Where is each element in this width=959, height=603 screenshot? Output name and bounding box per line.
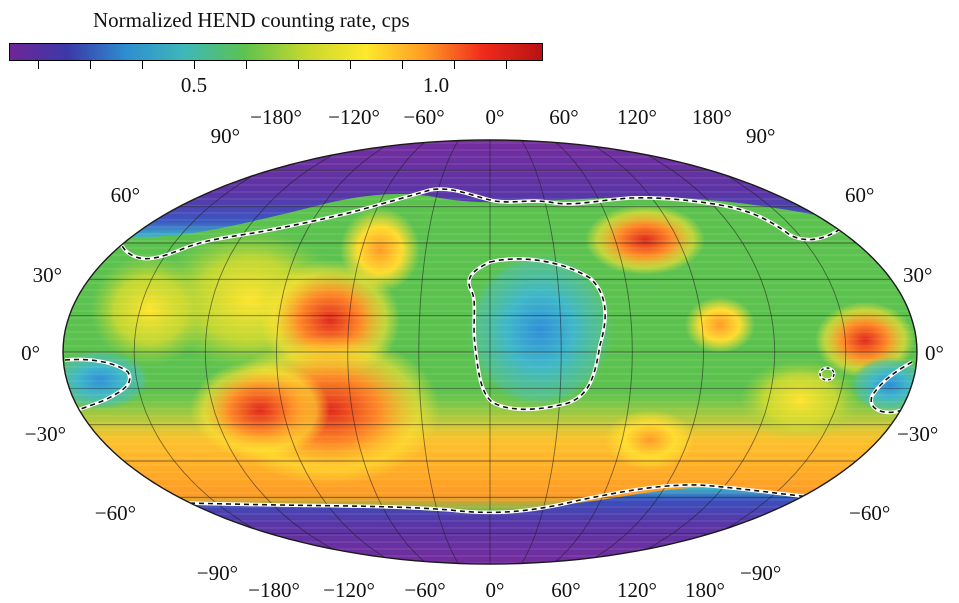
hot-spot-west-south <box>190 360 330 460</box>
colorbar-title: Normalized HEND counting rate, cps <box>93 8 410 32</box>
west-low-region <box>63 350 150 410</box>
lon-label-bottom: 180° <box>685 578 725 602</box>
meridian-line <box>572 140 704 564</box>
lon-label-bottom: −180° <box>248 578 300 602</box>
left-latitude-labels: 90° 60° 30° 0° −30° −60° −90° <box>21 124 240 585</box>
globe-outline <box>62 139 918 565</box>
lat-label-right: 30° <box>903 263 932 287</box>
lon-label-top: 120° <box>617 105 657 129</box>
right-latitude-labels: 90° 60° 30° 0° −30° −60° −90° <box>740 124 944 585</box>
hot-spot-northeast <box>585 205 705 275</box>
colorbar <box>9 43 543 61</box>
lon-label-top: −180° <box>250 105 302 129</box>
yellow-east-south <box>740 360 860 440</box>
lon-label-top: −60° <box>403 105 444 129</box>
colorbar-tick <box>90 61 91 69</box>
colorbar-tick <box>142 61 143 69</box>
north-contour-dashed <box>71 188 906 260</box>
meridian-line <box>204 140 380 564</box>
meridian-line <box>276 140 408 564</box>
colorbar-tick <box>402 61 403 69</box>
lat-label-right: −30° <box>897 422 938 446</box>
colorbar-label-0-5: 0.5 <box>180 73 208 97</box>
lon-label-bottom: −120° <box>323 578 375 602</box>
colorbar-tick <box>454 61 455 69</box>
map-body <box>63 140 917 564</box>
colorbar-tick <box>506 61 507 69</box>
meridian-line <box>133 140 353 564</box>
bottom-longitude-labels: −180° −120° −60° 0° 60° 120° 180° <box>248 578 725 602</box>
lat-label-left: 60° <box>111 183 140 207</box>
lon-label-top: −120° <box>328 105 380 129</box>
lat-label-right: 90° <box>746 124 775 148</box>
lat-label-left: 90° <box>211 124 240 148</box>
west-contour-dashed <box>64 358 131 413</box>
hot-spot-north-mid <box>340 208 420 292</box>
lon-label-top: 0° <box>486 105 505 129</box>
meridian-line <box>600 140 776 564</box>
east-low-region <box>850 357 917 413</box>
meridian-line <box>517 140 562 564</box>
colorbar-tick <box>298 61 299 69</box>
lat-label-right: 0° <box>925 341 944 365</box>
small-contour-dashed <box>819 367 835 381</box>
lat-label-right: −90° <box>740 561 781 585</box>
lat-label-left: −60° <box>95 501 136 525</box>
graticule <box>63 140 917 564</box>
lat-label-left: −30° <box>25 422 66 446</box>
lat-label-right: 60° <box>845 183 874 207</box>
colorbar-label-1-0: 1.0 <box>422 73 450 97</box>
colorbar-tick <box>350 61 351 69</box>
arabia-terra-low <box>465 250 615 410</box>
west-yellow <box>90 255 210 365</box>
lat-label-left: 0° <box>21 341 40 365</box>
lat-label-left: 30° <box>33 263 62 287</box>
hot-spot-east-equator <box>685 297 755 353</box>
colorbar-tick <box>246 61 247 69</box>
lat-label-right: −60° <box>849 501 890 525</box>
meridian-line <box>418 140 463 564</box>
lon-label-bottom: 0° <box>486 578 505 602</box>
arabia-contour-dashed <box>468 258 606 411</box>
meridian-line <box>627 140 847 564</box>
lon-label-top: 60° <box>549 105 578 129</box>
lon-label-top: 180° <box>692 105 732 129</box>
lon-label-bottom: 60° <box>551 578 580 602</box>
lat-label-left: −90° <box>197 561 238 585</box>
colorbar-tick <box>38 61 39 69</box>
lon-label-bottom: −60° <box>404 578 445 602</box>
lon-label-bottom: 120° <box>617 578 657 602</box>
top-longitude-labels: −180° −120° −60° 0° 60° 120° 180° <box>250 105 732 129</box>
colorbar-tick <box>194 61 195 69</box>
